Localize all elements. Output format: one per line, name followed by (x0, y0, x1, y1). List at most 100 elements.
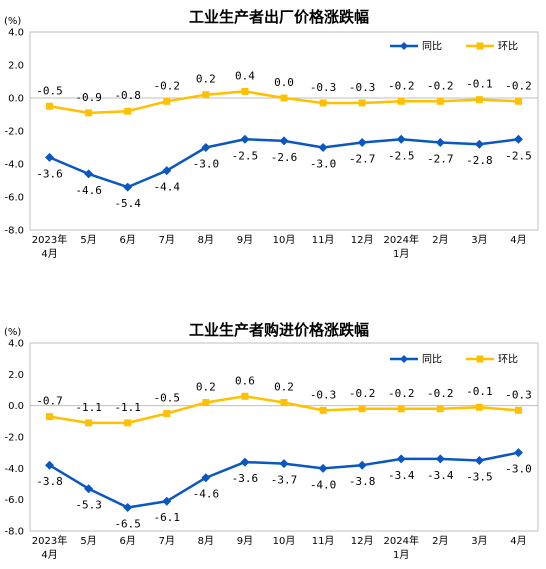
data-point (358, 99, 366, 107)
data-point (123, 503, 133, 512)
data-label: -0.3 (310, 81, 337, 94)
x-tick-line: 1月 (393, 248, 409, 260)
y-tick-label: 0.0 (8, 94, 24, 105)
y-tick-label: -8.0 (4, 226, 24, 237)
x-tick-line: 5月 (80, 535, 96, 547)
chart-title: 工业生产者购进价格涨跌幅 (189, 321, 369, 339)
data-point (319, 99, 327, 107)
data-label: -0.2 (154, 79, 181, 92)
chart-1: 工业生产者出厂价格涨跌幅 (%)4.0 2.0 0.0 -2.0 -4.0 -6.0 -8.0… (4, 8, 539, 260)
x-tick-line: 7月 (159, 535, 175, 547)
data-label: -0.3 (505, 388, 532, 401)
data-point (85, 109, 93, 117)
data-label: -4.0 (310, 478, 337, 491)
data-label: -3.8 (349, 475, 376, 488)
x-tick-line: 6月 (120, 234, 136, 246)
x-tick-label: 8月 (198, 234, 214, 246)
data-label: -0.3 (310, 388, 337, 401)
x-tick-label: 3月 (471, 234, 487, 246)
data-label: 0.2 (196, 73, 216, 86)
x-tick-label: 2月 (432, 234, 448, 246)
x-tick-label: 6月 (120, 535, 136, 547)
data-label: -4.4 (154, 181, 181, 194)
y-tick-label: -4.0 (4, 160, 24, 171)
x-tick-line: 2024年 (384, 534, 419, 547)
data-label: -0.2 (388, 79, 415, 92)
data-point (201, 473, 211, 483)
data-label: -2.5 (232, 149, 259, 162)
data-label: -0.2 (427, 79, 454, 92)
data-point (397, 405, 405, 413)
legend-entry: 同比 (422, 41, 442, 53)
data-label: -0.8 (114, 89, 141, 102)
data-point (201, 143, 211, 152)
x-tick-line: 10月 (273, 234, 296, 246)
data-point (162, 166, 172, 176)
x-tick-line: 12月 (351, 535, 374, 547)
chart-title: 工业生产者出厂价格涨跌幅 (189, 8, 369, 26)
data-point (436, 97, 444, 105)
data-label: 0.6 (235, 374, 255, 387)
y-unit-label: (%) (4, 327, 21, 338)
x-tick-label: 2月 (432, 535, 448, 547)
legend-marker (476, 355, 484, 363)
data-point (319, 406, 327, 414)
x-tick-line: 2月 (432, 535, 448, 547)
data-point (280, 399, 288, 407)
x-tick-label: 12月 (351, 234, 374, 246)
data-label: -3.7 (271, 474, 298, 487)
x-tick-label: 4月 (510, 234, 526, 246)
data-label: 0.2 (274, 381, 294, 394)
x-tick-label: 8月 (198, 535, 214, 547)
x-tick-line: 11月 (312, 234, 335, 246)
x-tick-label: 2024年 1月 (384, 233, 419, 260)
data-label: -0.1 (466, 78, 493, 91)
data-label: -0.2 (349, 387, 376, 400)
data-point (162, 496, 172, 506)
x-tick-label: 11月 (312, 535, 335, 547)
data-label: -0.7 (36, 395, 63, 408)
data-label: -0.9 (75, 91, 102, 104)
data-point (46, 102, 54, 110)
data-point (513, 448, 523, 458)
y-tick-label: -2.0 (4, 433, 24, 444)
plot-frame (29, 31, 539, 231)
data-point (85, 419, 93, 427)
x-tick-label: 5月 (80, 535, 96, 547)
x-tick-label: 4月 (510, 535, 526, 547)
data-label: -2.7 (349, 153, 376, 166)
x-tick-label: 2023年 4月 (32, 233, 67, 260)
x-tick-line: 4月 (510, 234, 526, 246)
y-tick-label: 0.0 (8, 401, 24, 412)
y-unit-label: (%) (4, 16, 21, 27)
data-point (45, 152, 55, 162)
data-label: -0.5 (36, 84, 63, 97)
data-point (279, 459, 289, 469)
data-label: -5.3 (75, 499, 102, 512)
x-tick-line: 4月 (41, 549, 57, 561)
data-label: -3.0 (505, 463, 532, 476)
data-label: -3.6 (36, 167, 63, 180)
data-point (124, 419, 132, 427)
data-point (514, 406, 522, 414)
data-point (475, 403, 483, 411)
x-tick-line: 2月 (432, 234, 448, 246)
data-label: -5.4 (114, 197, 141, 210)
x-tick-line: 11月 (312, 535, 335, 547)
data-label: -1.1 (75, 401, 102, 414)
x-tick-label: 3月 (471, 535, 487, 547)
data-label: -2.7 (427, 153, 454, 166)
data-point (513, 134, 523, 144)
data-label: -3.4 (388, 469, 415, 482)
data-point (397, 97, 405, 105)
data-point (514, 97, 522, 105)
data-point (357, 138, 367, 148)
x-tick-line: 1月 (393, 549, 409, 561)
data-label: -6.5 (114, 518, 141, 531)
x-tick-label: 7月 (159, 535, 175, 547)
data-label: -3.5 (466, 471, 493, 484)
legend-marker (400, 42, 408, 50)
x-tick-line: 2023年 (32, 534, 67, 547)
data-point (318, 463, 328, 473)
